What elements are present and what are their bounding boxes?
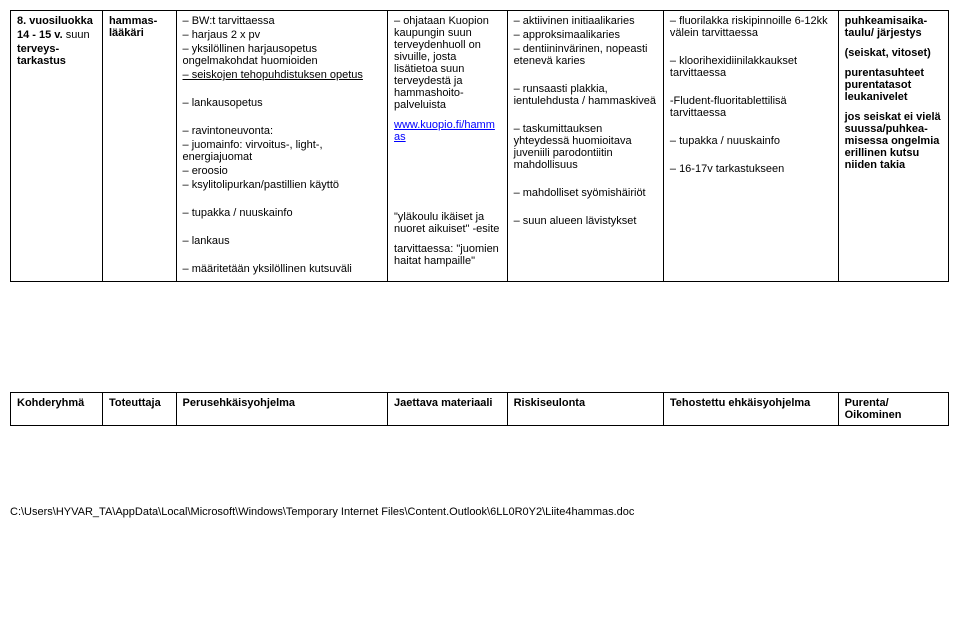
- list-item: – lankaus: [183, 235, 382, 247]
- list-item: – 16-17v tarkastukseen: [670, 163, 832, 175]
- list-item: – taskumittauksen yhteydessä huomioitava…: [514, 123, 657, 171]
- footer-path: C:\Users\HYVAR_TA\AppData\Local\Microsof…: [10, 506, 949, 518]
- age-title: 8. vuosiluokka: [17, 15, 96, 27]
- cell-bite: puhkeamisaika-taulu/ järjestys (seiskat,…: [838, 11, 948, 282]
- list-item: – runsaasti plakkia, ientulehdusta / ham…: [514, 83, 657, 107]
- list-item: – dentiininvärinen, nopeasti etenevä kar…: [514, 43, 657, 67]
- list-item: – fluorilakka riskipinnoille 6-12kk väle…: [670, 15, 832, 39]
- cell-material: – ohjataan Kuopion kaupungin suun tervey…: [388, 11, 508, 282]
- bite-l2: (seiskat, vitoset): [845, 47, 942, 59]
- hdr-1: Kohderyhmä: [11, 393, 103, 426]
- list-item: – yksilöllinen harjausopetus ongelmakohd…: [183, 43, 382, 67]
- material-extra2: tarvittaessa: "juomien haitat hampaille": [394, 243, 501, 267]
- main-table: 8. vuosiluokka 14 - 15 v. suun terveys-t…: [10, 10, 949, 282]
- cell-enhanced: – fluorilakka riskipinnoille 6-12kk väle…: [663, 11, 838, 282]
- list-item: -Fludent-fluoritablettilisä tarvittaessa: [670, 95, 832, 119]
- list-item: – eroosio: [183, 165, 382, 177]
- list-item: – määritetään yksilöllinen kutsuväli: [183, 263, 382, 275]
- cell-risk: – aktiivinen initiaalikaries – approksima…: [507, 11, 663, 282]
- bite-l3: purentasuhteet purentatasot leukanivelet: [845, 67, 942, 103]
- bite-l1: puhkeamisaika-taulu/ järjestys: [845, 15, 942, 39]
- list-item: – tupakka / nuuskainfo: [183, 207, 382, 219]
- list-item: – kloorihexidiinilakkaukset tarvittaessa: [670, 55, 832, 79]
- age-l3: suun: [66, 29, 90, 41]
- content-row: 8. vuosiluokka 14 - 15 v. suun terveys-t…: [11, 11, 949, 282]
- header-table: Kohderyhmä Toteuttaja Perusehkäisyohjelm…: [10, 392, 949, 426]
- cell-provider: hammas-lääkäri: [102, 11, 176, 282]
- provider-text: hammas-lääkäri: [109, 15, 170, 39]
- list-item: – lankausopetus: [183, 97, 382, 109]
- hdr-7: Purenta/ Oikominen: [838, 393, 948, 426]
- list-item-underline: – seiskojen tehopuhdistuksen opetus: [183, 69, 363, 81]
- bite-l4: jos seiskat ei vielä suussa/puhkea-mises…: [845, 111, 942, 171]
- hdr-4: Jaettava materiaali: [388, 393, 508, 426]
- list-item: – ksylitolipurkan/pastillien käyttö: [183, 179, 382, 191]
- hdr-2: Toteuttaja: [102, 393, 176, 426]
- list-item: – BW:t tarvittaessa: [183, 15, 382, 27]
- list-item: – juomainfo: virvoitus-, light-, energia…: [183, 139, 382, 163]
- age-range: 14 - 15 v.: [17, 29, 63, 41]
- material-link[interactable]: www.kuopio.fi/hammas: [394, 119, 495, 143]
- age-l4: terveys-tarkastus: [17, 43, 96, 67]
- list-item: – mahdolliset syömishäiriöt: [514, 187, 657, 199]
- list-item: – approksimaalikaries: [514, 29, 657, 41]
- hdr-3: Perusehkäisyohjelma: [176, 393, 388, 426]
- cell-age-group: 8. vuosiluokka 14 - 15 v. suun terveys-t…: [11, 11, 103, 282]
- hdr-6: Tehostettu ehkäisyohjelma: [663, 393, 838, 426]
- list-item: – suun alueen lävistykset: [514, 215, 657, 227]
- list-item: – aktiivinen initiaalikaries: [514, 15, 657, 27]
- header-row: Kohderyhmä Toteuttaja Perusehkäisyohjelm…: [11, 393, 949, 426]
- list-item: – tupakka / nuuskainfo: [670, 135, 832, 147]
- material-intro: – ohjataan Kuopion kaupungin suun tervey…: [394, 15, 501, 111]
- list-item: – harjaus 2 x pv: [183, 29, 382, 41]
- material-extra1: "yläkoulu ikäiset ja nuoret aikuiset" -e…: [394, 211, 501, 235]
- hdr-5: Riskiseulonta: [507, 393, 663, 426]
- list-item: – ravintoneuvonta:: [183, 125, 382, 137]
- cell-basic-program: – BW:t tarvittaessa – harjaus 2 x pv – yks…: [176, 11, 388, 282]
